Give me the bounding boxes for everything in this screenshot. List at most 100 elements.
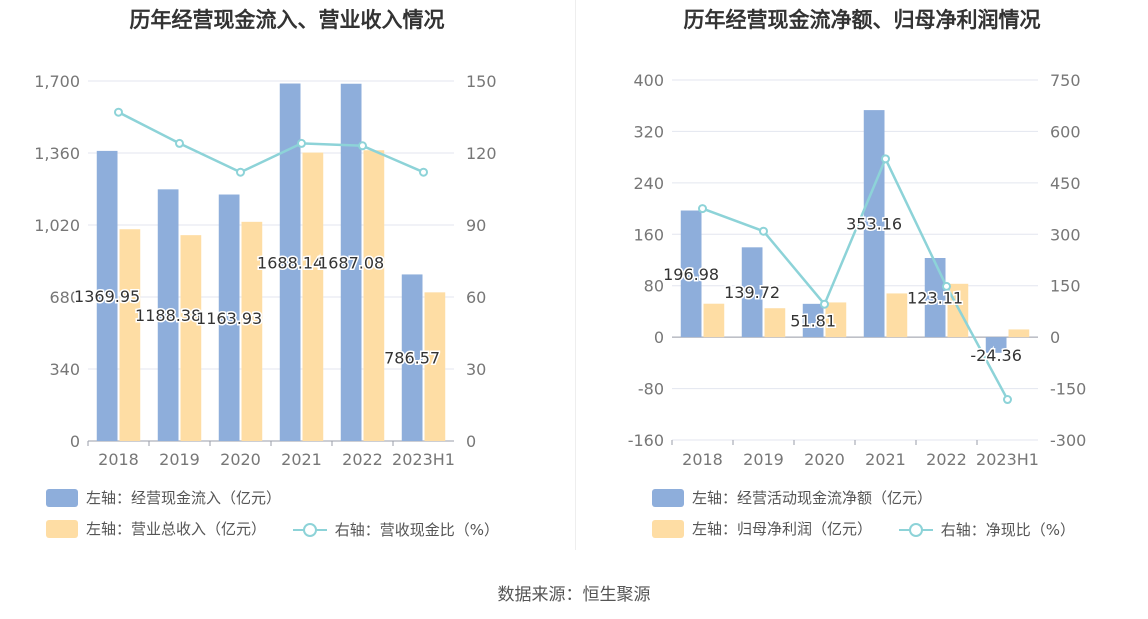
bar-secondary [241,221,263,441]
legend: 左轴：经营活动现金流净额（亿元） [652,487,954,511]
data-label: 786.57 [384,349,440,368]
panel-divider [575,0,576,550]
bar-primary [985,337,1007,353]
line-point [297,138,306,148]
x-tick-label: 2022 [926,450,967,469]
x-tick-label: 2020 [220,450,261,469]
y-left-tick-label: 400 [633,71,664,90]
bar-primary [924,258,946,338]
chart-panel-left: 历年经营现金流入、营业收入情况 0 340 680 1,020 1,360 1,700 0 3… [0,0,574,560]
legend-item-line[interactable]: 右轴：净现比（%） [898,519,1076,540]
y-right-tick-label: 0 [466,432,476,451]
legend-swatch [46,488,78,507]
chart-panel-right: 历年经营现金流净额、归母净利润情况 -160 -80 0 80 160 240 320 400… [576,0,1148,560]
x-tick-label: 2022 [342,450,383,469]
x-tick-label: 2021 [865,450,906,469]
data-label: 123.11 [907,289,963,308]
y-left-tick-label: -80 [638,380,664,399]
y-left-tick-label: 0 [654,328,664,347]
chart-plot-right: -160 -80 0 80 160 240 320 400 -300 -150 0 150 300 450… [628,71,1087,469]
line-series [117,111,424,174]
legend: 左轴：营业总收入（亿元） 右轴：营收现金比（%） [46,518,521,542]
y-left-tick-label: 1,020 [34,216,80,235]
x-tick-label: 2018 [98,450,139,469]
bar-secondary [119,229,141,441]
x-tick-label: 2019 [159,450,200,469]
y-right-tick-label: 150 [466,72,497,91]
data-source: 数据来源：恒生聚源 [497,585,651,605]
y-right-tick-label: -300 [1050,431,1086,450]
line-point [1003,395,1012,405]
chart-title: 历年经营现金流入、营业收入情况 [129,8,445,32]
data-label: 51.81 [790,311,836,330]
y-left-tick-label: -160 [628,431,664,450]
line-point [358,141,367,151]
data-label: 1369.95 [74,287,140,306]
line-point [175,138,184,148]
line-point [881,154,890,164]
legend-swatch [652,488,684,507]
legend-item-secondary[interactable]: 左轴：营业总收入（亿元） [46,518,266,539]
bar-primary [279,83,301,441]
y-right-tick-label: -150 [1050,380,1086,399]
bar-secondary [825,302,847,338]
y-right-tick-label: 150 [1050,277,1081,296]
bar-secondary [764,308,786,338]
line-point [759,226,768,236]
bar-primary [401,274,423,441]
x-tick-label: 2023H1 [976,450,1039,469]
bar-primary [680,210,702,338]
legend-label: 左轴：归母净利润（亿元） [692,520,873,538]
data-label: 196.98 [663,265,719,284]
legend-item-primary[interactable]: 左轴：经营现金流入（亿元） [46,487,281,508]
line-point [419,167,428,177]
bar-secondary [302,152,324,441]
y-right-tick-label: 90 [466,216,486,235]
y-left-tick-label: 160 [633,225,664,244]
data-label: 1163.93 [196,309,262,328]
legend-line-swatch [292,522,327,538]
bar-primary [741,247,763,338]
x-tick-label: 2020 [804,450,845,469]
y-left-tick-label: 1,700 [34,72,80,91]
y-left-tick-label: 320 [633,122,664,141]
legend-line-swatch [898,522,933,538]
legend: 左轴：归母净利润（亿元） 右轴：净现比（%） [652,518,1097,542]
legend-swatch [46,519,78,538]
bar-primary [863,110,885,338]
legend-label: 左轴：经营现金流入（亿元） [86,489,282,507]
data-label: 1688.14 [257,253,323,272]
line-point [942,281,951,291]
x-tick-label: 2019 [743,450,784,469]
bar-secondary [886,293,908,338]
legend-item-line[interactable]: 右轴：营收现金比（%） [292,519,500,540]
chart-plot-left: 0 340 680 1,020 1,360 1,700 0 30 60 90 120 150 2018 2… [34,72,497,469]
y-left-tick-label: 80 [644,277,664,296]
y-right-tick-label: 120 [466,144,497,163]
y-right-tick-label: 450 [1050,174,1081,193]
legend-label: 左轴：营业总收入（亿元） [86,520,267,538]
bar-secondary [1008,329,1030,338]
legend-item-secondary[interactable]: 左轴：归母净利润（亿元） [652,518,872,539]
bar-primary [802,303,824,338]
bar-primary [340,83,362,442]
y-left-tick-label: 1,360 [34,144,80,163]
y-left-tick-label: 0 [70,432,80,451]
bar-primary [157,189,179,441]
legend-label: 右轴：营收现金比（%） [334,521,500,539]
legend-item-primary[interactable]: 左轴：经营活动现金流净额（亿元） [652,487,932,508]
bar-secondary [703,303,725,338]
legend-swatch [652,519,684,538]
legend: 左轴：经营现金流入（亿元） [46,487,303,511]
bar-secondary [424,292,446,441]
legend-label: 左轴：经营活动现金流净额（亿元） [692,489,933,507]
y-right-tick-label: 60 [466,288,486,307]
data-label: 1188.38 [135,306,201,325]
x-tick-label: 2021 [281,450,322,469]
line-point [820,299,829,309]
data-label: -24.36 [970,346,1022,365]
x-tick-label: 2018 [682,450,723,469]
x-tick-label: 2023H1 [392,450,455,469]
y-left-tick-label: 340 [49,360,80,379]
legend-label: 右轴：净现比（%） [940,521,1076,539]
